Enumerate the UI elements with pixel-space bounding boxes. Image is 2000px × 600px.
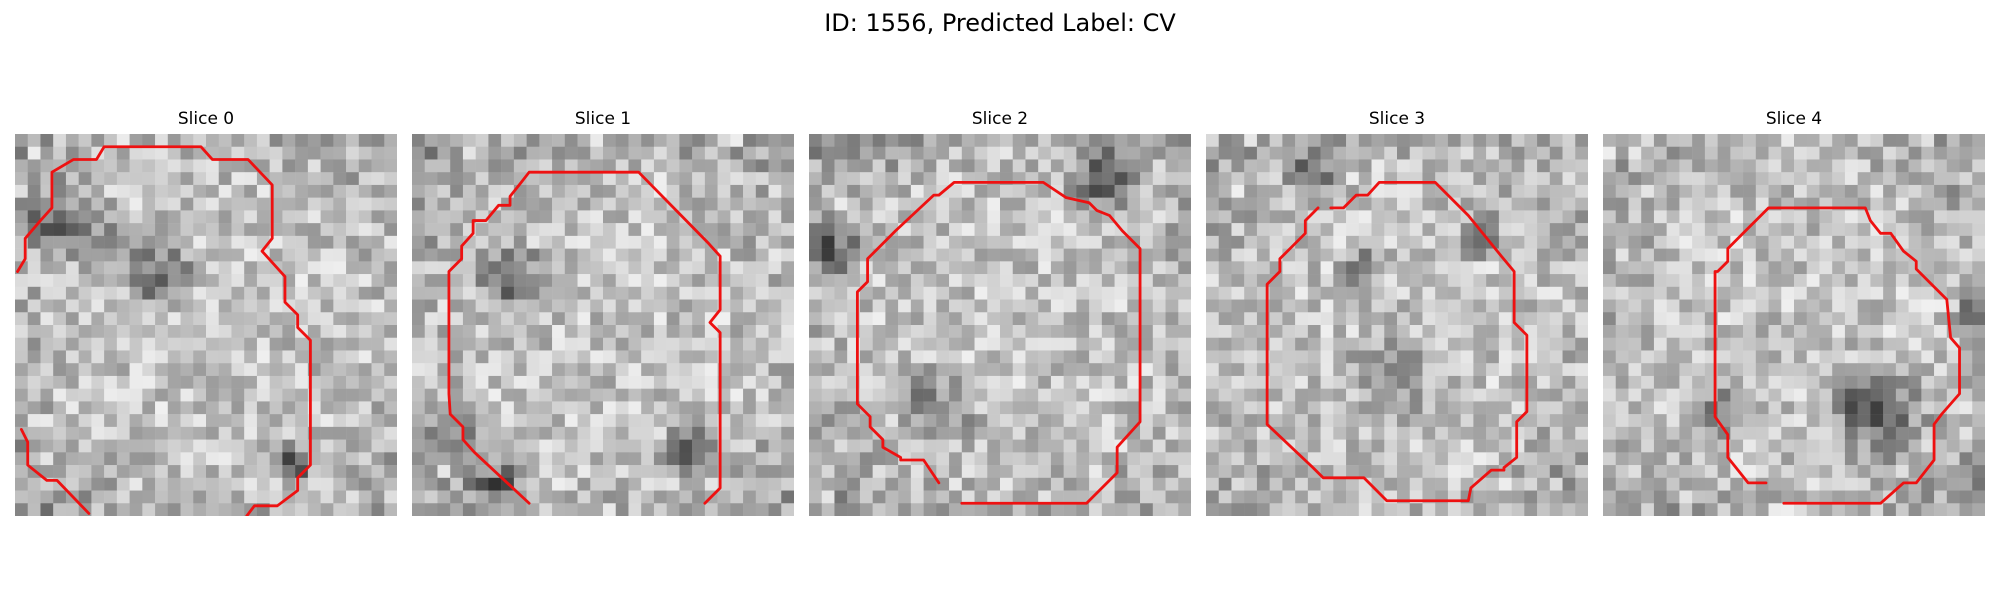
slice-title-0: Slice 0 <box>177 109 235 129</box>
slice-0-svg <box>15 134 397 516</box>
slice-2-pixels <box>809 134 1191 516</box>
slice-3-contour-0 <box>1265 180 1529 503</box>
slice-title-3: Slice 3 <box>1368 109 1426 129</box>
slice-panel-1: Slice 1 <box>412 108 794 516</box>
slice-4-svg <box>1603 134 1985 516</box>
slice-panel-2: Slice 2 <box>809 108 1191 516</box>
slice-1-svg <box>412 134 794 516</box>
slice-0-pixels <box>15 134 397 516</box>
slice-panel-0: Slice 0 <box>15 108 397 516</box>
slice-panel-4: Slice 4 <box>1603 108 1985 516</box>
slice-0-contour-0 <box>16 145 312 516</box>
slice-image-3 <box>1206 134 1588 516</box>
slice-image-2 <box>809 134 1191 516</box>
slice-2-contour-0 <box>855 180 1142 505</box>
slice-image-0 <box>15 134 397 516</box>
slice-image-1 <box>412 134 794 516</box>
slice-4-contour-0 <box>1713 206 1961 505</box>
figure-title: ID: 1556, Predicted Label: CV <box>824 9 1176 37</box>
slice-title-1: Slice 1 <box>574 109 632 129</box>
slice-4-pixels <box>1603 134 1985 516</box>
slice-1-contour-0 <box>447 170 722 505</box>
slice-panel-3: Slice 3 <box>1206 108 1588 516</box>
slice-3-pixels <box>1206 134 1588 516</box>
slice-3-svg <box>1206 134 1588 516</box>
slice-title-4: Slice 4 <box>1765 109 1823 129</box>
slice-title-2: Slice 2 <box>971 109 1029 129</box>
slice-0-contour-1 <box>19 428 91 515</box>
slice-2-svg <box>809 134 1191 516</box>
slice-image-4 <box>1603 134 1985 516</box>
slice-1-pixels <box>412 134 794 516</box>
